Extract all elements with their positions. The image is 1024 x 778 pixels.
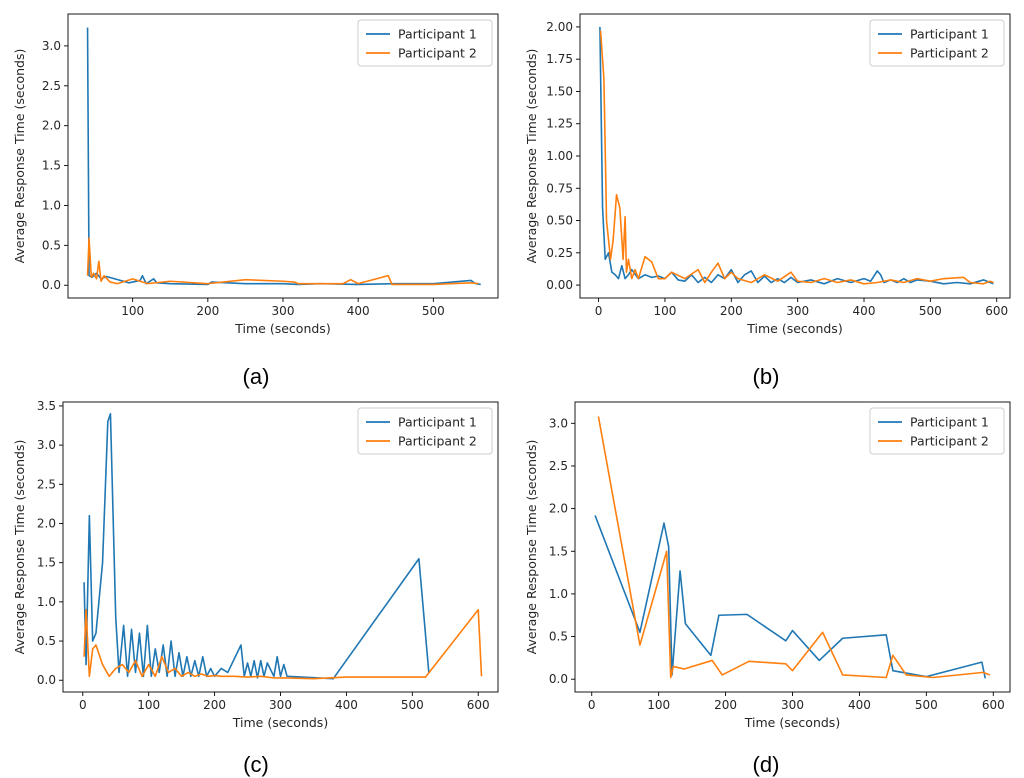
caption-c: (c) (243, 752, 269, 777)
chart-panel-a: 100 200 300 400 500 0.0 0.5 1.0 1.5 2.0 2.5 3.0 Time… (12, 13, 499, 336)
x-tick-label: 200 (203, 698, 226, 712)
legend: Participant 1 Participant 2 (357, 407, 493, 455)
x-tick-label: 100 (137, 698, 160, 712)
y-axis-label: Average Response Time (seconds) (524, 49, 539, 264)
series-line-1 (599, 26, 994, 285)
legend-label-2: Participant 2 (910, 46, 989, 61)
series-line-2 (86, 237, 479, 286)
legend-label-1: Participant 1 (398, 27, 477, 42)
x-axis-label: Time (seconds) (744, 715, 840, 730)
x-tick-label: 600 (467, 698, 490, 712)
x-tick-label: 0 (595, 304, 603, 318)
y-tick-label: 0.75 (546, 181, 573, 195)
x-tick-label: 400 (335, 698, 358, 712)
x-tick-label: 500 (919, 304, 942, 318)
y-tick-label: 1.0 (549, 587, 568, 601)
y-tick-label: 2.0 (37, 516, 56, 530)
y-tick-label: 3.5 (37, 399, 56, 413)
legend-label-2: Participant 2 (398, 434, 477, 449)
x-axis-label: Time (seconds) (232, 715, 328, 730)
y-tick-label: 0.0 (549, 672, 568, 686)
x-tick-label: 500 (915, 698, 938, 712)
y-tick-label: 0.25 (546, 246, 573, 260)
y-tick-label: 1.50 (546, 84, 573, 98)
y-tick-label: 2.00 (546, 20, 573, 34)
legend-label-1: Participant 1 (910, 415, 989, 430)
series-line-2 (83, 608, 483, 680)
x-tick-label: 400 (848, 698, 871, 712)
y-tick-label: 3.0 (42, 39, 61, 53)
y-tick-label: 1.5 (37, 556, 56, 570)
y-tick-label: 0.50 (546, 214, 573, 228)
y-tick-label: 0.00 (546, 278, 573, 292)
y-tick-label: 1.0 (42, 198, 61, 212)
y-axis-label: Average Response Time (seconds) (524, 440, 539, 655)
legend-label-2: Participant 2 (398, 46, 477, 61)
series-line-1 (594, 515, 987, 679)
chart-panel-b: 0 100 200 300 400 500 600 0.00 0.25 0.50 0.75 1.00 1… (524, 13, 1011, 336)
y-tick-label: 2.0 (42, 119, 61, 133)
y-tick-label: 0.5 (42, 238, 61, 252)
legend: Participant 1 Participant 2 (357, 19, 493, 67)
y-tick-label: 1.00 (546, 149, 573, 163)
x-tick-label: 100 (647, 698, 670, 712)
series-line-1 (83, 412, 430, 680)
x-tick-label: 300 (781, 698, 804, 712)
y-tick-label: 0.0 (37, 673, 56, 687)
caption-a: (a) (242, 364, 270, 389)
y-tick-label: 2.5 (37, 477, 56, 491)
x-axis-label: Time (seconds) (746, 321, 842, 336)
x-tick-label: 200 (196, 304, 219, 318)
x-tick-label: 400 (347, 304, 370, 318)
y-axis-label: Average Response Time (seconds) (12, 440, 27, 655)
y-tick-label: 2.5 (549, 459, 568, 473)
legend-label-1: Participant 1 (910, 27, 989, 42)
x-tick-label: 200 (720, 304, 743, 318)
y-tick-label: 0.0 (42, 278, 61, 292)
chart-panel-c: 0 100 200 300 400 500 600 0.0 0.5 1.0 1.5 2.0 2.5 3.0… (12, 399, 499, 730)
legend: Participant 1 Participant 2 (869, 19, 1005, 67)
x-tick-label: 500 (422, 304, 445, 318)
x-tick-label: 100 (121, 304, 144, 318)
y-tick-label: 1.25 (546, 117, 573, 131)
y-tick-label: 0.5 (549, 630, 568, 644)
x-tick-label: 100 (653, 304, 676, 318)
x-tick-label: 0 (588, 698, 596, 712)
legend-box (357, 407, 493, 455)
x-tick-label: 600 (982, 698, 1005, 712)
x-axis-label: Time (seconds) (234, 321, 330, 336)
series-line-2 (599, 30, 994, 285)
y-tick-label: 1.0 (37, 595, 56, 609)
y-tick-label: 1.75 (546, 52, 573, 66)
x-tick-label: 0 (79, 698, 87, 712)
y-tick-label: 3.0 (549, 416, 568, 430)
y-axis-label: Average Response Time (seconds) (12, 49, 27, 264)
y-tick-label: 1.5 (42, 159, 61, 173)
x-tick-label: 600 (985, 304, 1008, 318)
y-tick-label: 3.0 (37, 438, 56, 452)
y-tick-label: 1.5 (549, 544, 568, 558)
caption-d: (d) (752, 752, 780, 777)
legend-box (869, 407, 1005, 455)
legend-label-2: Participant 2 (910, 434, 989, 449)
chart-panel-d: 0 100 200 300 400 500 600 0.0 0.5 1.0 1.5 2.0 2.5 3.0… (524, 401, 1011, 730)
x-tick-label: 400 (853, 304, 876, 318)
y-tick-label: 2.0 (549, 502, 568, 516)
x-tick-label: 500 (401, 698, 424, 712)
x-tick-label: 300 (269, 698, 292, 712)
legend-box (357, 19, 493, 67)
x-tick-label: 300 (786, 304, 809, 318)
x-tick-label: 200 (714, 698, 737, 712)
legend-box (869, 19, 1005, 67)
y-tick-label: 0.5 (37, 634, 56, 648)
caption-b: (b) (752, 364, 780, 389)
y-tick-label: 2.5 (42, 79, 61, 93)
legend: Participant 1 Participant 2 (869, 407, 1005, 455)
legend-label-1: Participant 1 (398, 415, 477, 430)
x-tick-label: 300 (272, 304, 295, 318)
series-line-2 (597, 416, 991, 679)
